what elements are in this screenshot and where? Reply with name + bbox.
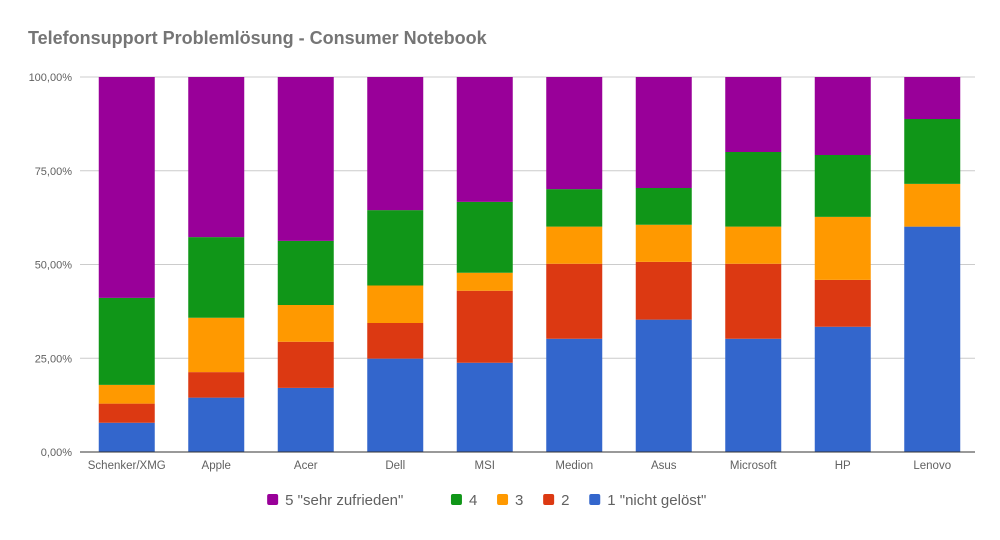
x-tick-label: Lenovo xyxy=(913,460,951,472)
y-axis-ticks: 0,00% 25,00% 50,00% 75,00% 100,00% xyxy=(29,72,73,459)
bar-segment xyxy=(188,237,245,318)
bar-segment xyxy=(277,341,334,388)
legend-item: 4 xyxy=(450,492,477,509)
bar-stack xyxy=(277,77,334,452)
bar-segment xyxy=(188,397,245,452)
bar-segment xyxy=(546,77,603,190)
legend-swatch xyxy=(267,494,279,505)
x-tick-label: Asus xyxy=(651,460,677,472)
bar-segment xyxy=(546,338,603,452)
legend: 5 "sehr zufrieden" 4 3 2 1 "nicht gelöst" xyxy=(267,492,706,509)
bar-segment xyxy=(814,155,871,217)
bar-segment xyxy=(546,189,603,227)
bar-segment xyxy=(456,290,513,363)
bar-segment xyxy=(904,183,961,227)
x-tick-label: Acer xyxy=(294,460,318,472)
x-tick-label: Microsoft xyxy=(730,460,777,472)
bar-stack xyxy=(367,77,424,452)
bar-segment xyxy=(98,403,155,423)
bar-segment xyxy=(725,152,782,227)
bar-segment xyxy=(635,77,692,188)
legend-item: 1 "nicht gelöst" xyxy=(589,492,706,509)
bar-stack xyxy=(814,77,871,452)
bar-segment xyxy=(814,279,871,327)
x-tick-label: Dell xyxy=(385,460,405,472)
legend-label: 3 xyxy=(515,492,523,509)
bar-segment xyxy=(456,201,513,273)
bar-segment xyxy=(367,210,424,286)
x-tick-label: Schenker/XMG xyxy=(88,460,166,472)
legend-label: 2 xyxy=(561,492,569,509)
legend-swatch xyxy=(450,494,462,505)
bar-stack xyxy=(546,77,603,452)
bar-segment xyxy=(635,224,692,262)
legend-swatch xyxy=(589,494,601,505)
bar-segment xyxy=(367,323,424,359)
x-tick-label: Apple xyxy=(202,460,231,472)
bar-segment xyxy=(635,319,692,452)
y-tick-label: 0,00% xyxy=(41,447,72,459)
legend-swatch xyxy=(497,494,509,505)
bar-segment xyxy=(904,77,961,119)
bar-segment xyxy=(635,261,692,320)
bar-segment xyxy=(98,77,155,298)
bar-segment xyxy=(277,305,334,342)
legend-label: 5 "sehr zufrieden" xyxy=(285,492,403,509)
bar-segment xyxy=(188,317,245,373)
legend-item: 5 "sehr zufrieden" xyxy=(267,492,403,509)
x-axis-labels: Schenker/XMG Apple Acer Dell MSI Medion Asus Mi… xyxy=(88,460,951,472)
bar-stack xyxy=(904,77,961,452)
x-tick-label: HP xyxy=(835,460,851,472)
y-tick-label: 25,00% xyxy=(35,353,73,365)
bar-segment xyxy=(725,226,782,264)
legend-label: 4 xyxy=(469,492,477,509)
bar-segment xyxy=(814,326,871,452)
chart-title: Telefonsupport Problemlösung - Consumer … xyxy=(28,28,487,48)
bar-segment xyxy=(98,384,155,404)
bar-segment xyxy=(277,240,334,305)
bar-segment xyxy=(277,387,334,452)
bar-segment xyxy=(367,358,424,452)
bar-segment xyxy=(725,338,782,452)
bar-segment xyxy=(904,119,961,184)
bar-segment xyxy=(367,77,424,211)
y-tick-label: 50,00% xyxy=(35,260,73,272)
bars xyxy=(98,77,961,452)
bar-segment xyxy=(367,285,424,323)
bar-segment xyxy=(814,77,871,155)
bar-segment xyxy=(725,77,782,152)
y-tick-label: 100,00% xyxy=(29,72,73,84)
legend-swatch xyxy=(543,494,555,505)
bar-segment xyxy=(456,362,513,452)
x-tick-label: MSI xyxy=(475,460,495,472)
x-tick-label: Medion xyxy=(555,460,593,472)
bar-stack xyxy=(188,77,245,452)
y-tick-label: 75,00% xyxy=(35,166,73,178)
bar-segment xyxy=(277,77,334,241)
bar-segment xyxy=(546,263,603,339)
legend-item: 3 xyxy=(497,492,523,509)
bar-segment xyxy=(904,226,961,452)
bar-segment xyxy=(98,297,155,385)
bar-segment xyxy=(188,372,245,398)
bar-segment xyxy=(456,77,513,202)
bar-segment xyxy=(546,226,603,264)
bar-segment xyxy=(98,422,155,452)
bar-segment xyxy=(456,272,513,291)
bar-segment xyxy=(635,188,692,225)
bar-stack xyxy=(725,77,782,452)
legend-label: 1 "nicht gelöst" xyxy=(607,492,706,509)
bar-segment xyxy=(814,216,871,280)
bar-stack xyxy=(456,77,513,452)
legend-item: 2 xyxy=(543,492,569,509)
bar-segment xyxy=(725,263,782,339)
bar-stack xyxy=(635,77,692,452)
bar-segment xyxy=(188,77,245,238)
bar-stack xyxy=(98,77,155,452)
